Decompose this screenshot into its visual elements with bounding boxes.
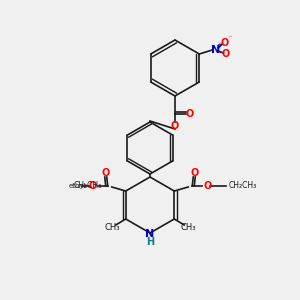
Text: ⁻: ⁻ xyxy=(227,34,231,43)
Text: O: O xyxy=(186,109,194,119)
Text: N: N xyxy=(211,45,220,55)
Text: O: O xyxy=(171,121,179,131)
Text: O: O xyxy=(220,38,228,48)
Text: O: O xyxy=(221,49,230,59)
Text: H: H xyxy=(146,237,154,247)
Text: CH₃: CH₃ xyxy=(104,223,119,232)
Text: O: O xyxy=(102,168,110,178)
Text: +: + xyxy=(216,42,222,48)
Text: O: O xyxy=(190,168,198,178)
Text: O: O xyxy=(203,181,212,191)
Text: CH₂CH₃: CH₂CH₃ xyxy=(228,182,256,190)
Text: O: O xyxy=(88,181,97,191)
Text: CH₃: CH₃ xyxy=(181,223,196,232)
Text: CH₂CH₃: CH₂CH₃ xyxy=(74,182,102,190)
Text: N: N xyxy=(146,229,154,239)
Text: ethyl: ethyl xyxy=(69,183,87,189)
